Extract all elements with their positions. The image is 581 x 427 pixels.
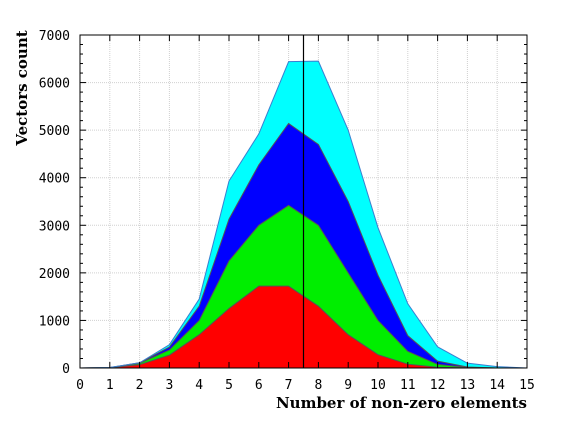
y-tick-label: 0 xyxy=(62,362,70,377)
x-tick-labels: 0 1 2 3 4 5 6 7 8 9 10 11 12 13 14 15 xyxy=(76,378,535,393)
y-tick-label: 2000 xyxy=(39,267,70,282)
y-tick-label: 6000 xyxy=(39,77,70,92)
x-tick-label: 3 xyxy=(165,378,173,393)
y-tick-label: 1000 xyxy=(39,314,70,329)
y-tick-labels: 0 1000 2000 3000 4000 5000 6000 7000 xyxy=(39,29,70,377)
tick-marks xyxy=(79,35,528,368)
x-tick-label: 4 xyxy=(195,378,203,393)
x-tick-label: 13 xyxy=(460,378,476,393)
y-tick-label: 3000 xyxy=(39,219,70,234)
y-tick-label: 5000 xyxy=(39,124,70,139)
x-tick-label: 6 xyxy=(255,378,263,393)
x-tick-label: 1 xyxy=(106,378,114,393)
x-tick-label: 11 xyxy=(400,378,416,393)
x-tick-label: 8 xyxy=(314,378,322,393)
y-tick-label: 7000 xyxy=(39,29,70,44)
x-tick-label: 7 xyxy=(285,378,293,393)
y-tick-label: 4000 xyxy=(39,172,70,187)
x-tick-label: 0 xyxy=(76,378,84,393)
x-tick-label: 14 xyxy=(489,378,505,393)
x-axis-label: Number of non-zero elements xyxy=(276,394,527,412)
x-tick-label: 10 xyxy=(370,378,386,393)
plot-frame xyxy=(79,34,528,369)
x-tick-label: 2 xyxy=(136,378,144,393)
x-tick-label: 5 xyxy=(225,378,233,393)
x-tick-label: 9 xyxy=(344,378,352,393)
y-axis-label: Vectors count xyxy=(13,30,31,146)
x-tick-label: 15 xyxy=(519,378,535,393)
x-tick-label: 12 xyxy=(430,378,446,393)
